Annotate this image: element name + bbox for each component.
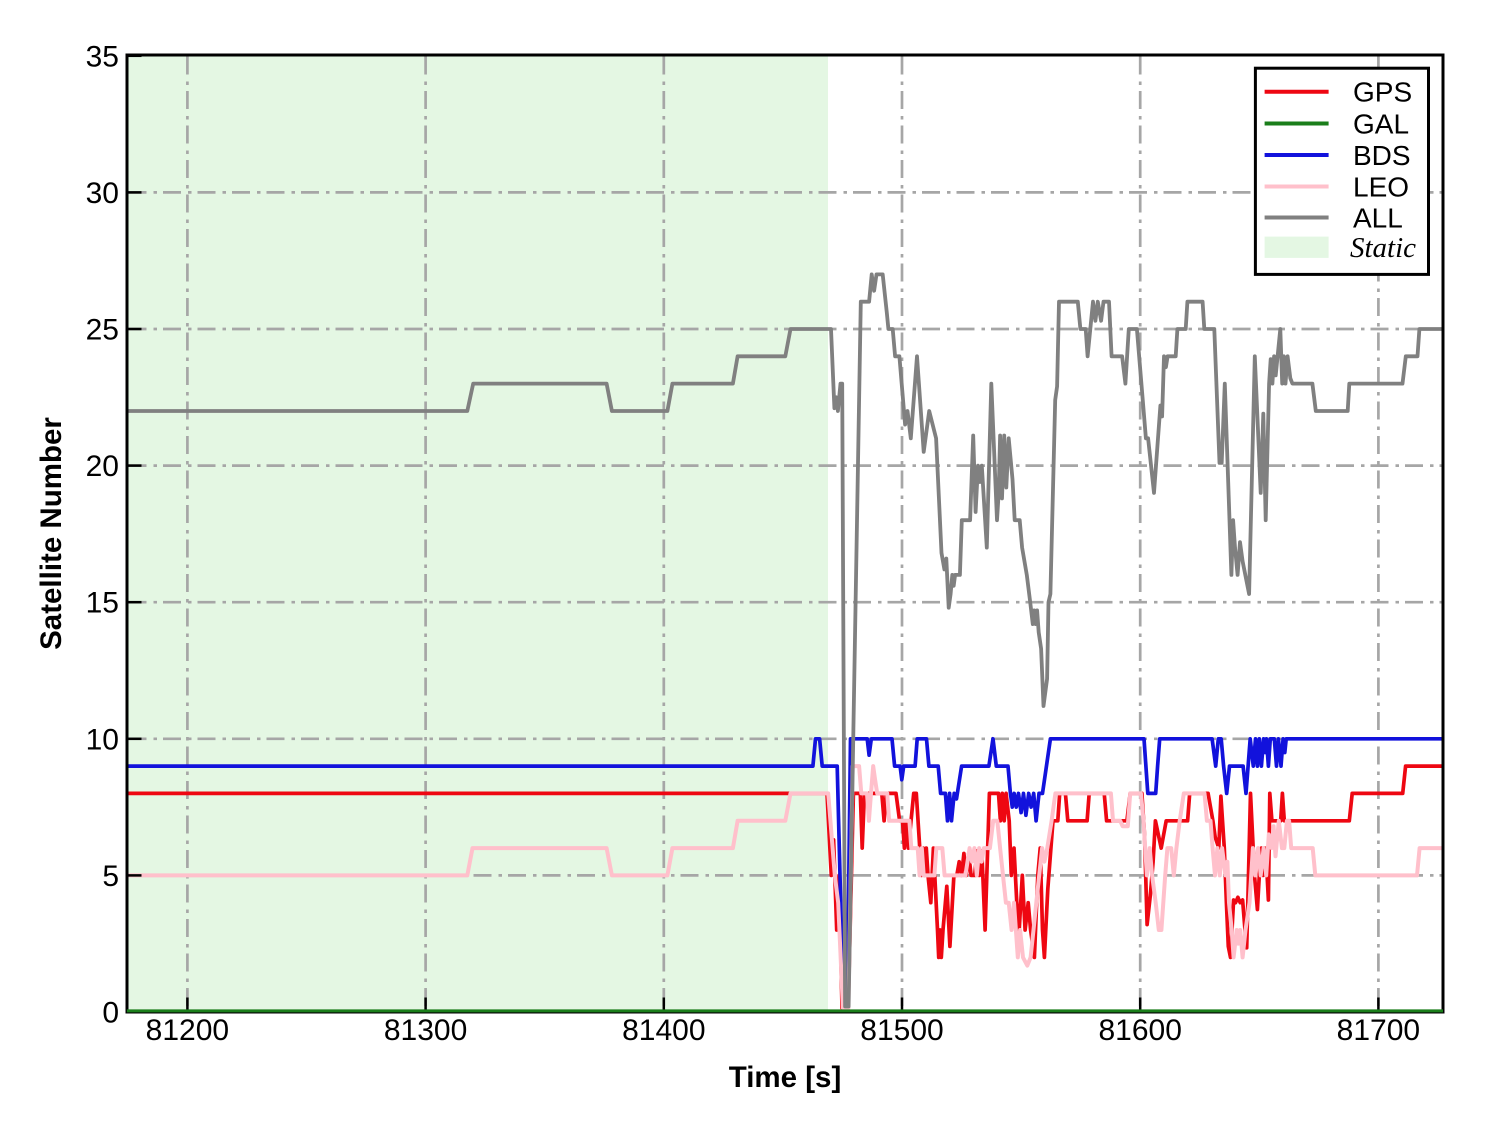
svg-text:20: 20 bbox=[86, 450, 119, 483]
svg-text:25: 25 bbox=[86, 314, 119, 347]
svg-text:81500: 81500 bbox=[860, 1014, 943, 1047]
svg-text:5: 5 bbox=[102, 860, 119, 893]
svg-text:0: 0 bbox=[102, 997, 119, 1030]
svg-text:35: 35 bbox=[86, 40, 119, 73]
svg-text:81300: 81300 bbox=[384, 1014, 467, 1047]
svg-text:15: 15 bbox=[86, 587, 119, 620]
svg-text:81400: 81400 bbox=[622, 1014, 705, 1047]
svg-text:LEO: LEO bbox=[1353, 172, 1409, 203]
svg-text:30: 30 bbox=[86, 177, 119, 210]
svg-text:Satellite Number: Satellite Number bbox=[35, 417, 68, 650]
svg-text:81700: 81700 bbox=[1337, 1014, 1420, 1047]
svg-text:81600: 81600 bbox=[1098, 1014, 1181, 1047]
svg-text:10: 10 bbox=[86, 723, 119, 756]
svg-text:ALL: ALL bbox=[1353, 203, 1403, 234]
svg-text:Static: Static bbox=[1350, 232, 1416, 264]
svg-text:81200: 81200 bbox=[146, 1014, 229, 1047]
svg-text:GPS: GPS bbox=[1353, 77, 1412, 108]
svg-text:GAL: GAL bbox=[1353, 109, 1409, 140]
svg-text:Time [s]: Time [s] bbox=[729, 1061, 842, 1094]
svg-text:BDS: BDS bbox=[1353, 140, 1411, 171]
